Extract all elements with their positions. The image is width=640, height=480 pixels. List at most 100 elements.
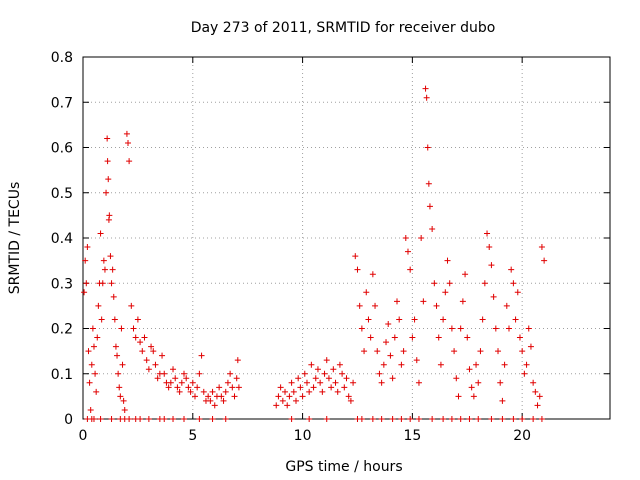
data-point	[235, 384, 242, 391]
data-point	[385, 320, 392, 327]
data-point	[387, 352, 394, 359]
data-point	[429, 225, 436, 232]
y-tick-label: 0.7	[51, 95, 73, 111]
data-point	[466, 416, 473, 422]
data-point	[191, 393, 198, 400]
data-point	[457, 416, 464, 422]
data-point	[473, 361, 480, 368]
data-point	[125, 139, 132, 146]
data-point	[350, 379, 357, 386]
data-point	[380, 361, 387, 368]
data-point	[85, 348, 92, 355]
data-point	[115, 370, 122, 377]
data-point	[98, 316, 105, 323]
data-point	[126, 158, 133, 165]
data-point	[374, 348, 381, 355]
data-point	[519, 416, 526, 422]
data-point	[194, 384, 201, 391]
data-point	[453, 375, 460, 382]
data-point	[95, 302, 102, 309]
x-tick-label: 0	[79, 428, 88, 444]
data-point	[277, 384, 284, 391]
data-point	[538, 244, 545, 251]
data-point	[134, 316, 141, 323]
data-point	[448, 416, 455, 422]
data-point	[174, 384, 181, 391]
data-point	[501, 361, 508, 368]
y-tick-label: 0	[64, 412, 73, 428]
data-point	[299, 393, 306, 400]
data-point	[200, 388, 207, 395]
y-axis-label: SRMTID / TECUs	[7, 182, 23, 295]
data-point	[345, 393, 352, 400]
data-point	[470, 393, 477, 400]
data-point	[424, 144, 431, 151]
data-point	[159, 352, 166, 359]
data-point	[222, 416, 229, 422]
data-point	[398, 416, 405, 422]
data-point	[477, 348, 484, 355]
data-point	[310, 384, 317, 391]
data-point	[425, 180, 432, 187]
data-point	[411, 316, 418, 323]
y-tick-label: 0.3	[51, 276, 73, 292]
data-point	[336, 361, 343, 368]
data-point	[104, 158, 111, 165]
data-point	[196, 416, 203, 422]
data-point	[121, 406, 128, 413]
data-point	[161, 416, 168, 422]
data-point	[286, 393, 293, 400]
data-point	[358, 416, 365, 422]
data-point	[409, 334, 416, 341]
data-point	[523, 361, 530, 368]
data-point	[352, 253, 359, 260]
data-point	[90, 416, 97, 422]
data-point	[165, 384, 172, 391]
data-point	[117, 393, 124, 400]
data-point	[541, 257, 548, 264]
data-point	[185, 384, 192, 391]
data-point	[123, 130, 130, 137]
data-point	[495, 348, 502, 355]
data-point	[181, 370, 188, 377]
data-point	[521, 370, 528, 377]
data-point	[189, 379, 196, 386]
data-point	[468, 384, 475, 391]
data-point	[407, 416, 414, 422]
data-point	[369, 271, 376, 278]
data-point	[376, 370, 383, 377]
data-point	[448, 325, 455, 332]
data-point	[339, 370, 346, 377]
data-point	[83, 280, 90, 287]
data-point	[530, 379, 537, 386]
data-point	[145, 366, 152, 373]
x-tick-label: 15	[403, 428, 421, 444]
data-point	[90, 343, 97, 350]
data-point	[207, 397, 214, 404]
data-point	[297, 384, 304, 391]
data-point	[118, 325, 125, 332]
grid	[83, 57, 610, 419]
data-point	[275, 393, 282, 400]
data-point	[301, 370, 308, 377]
data-point	[332, 379, 339, 386]
data-point	[231, 393, 238, 400]
data-point	[141, 334, 148, 341]
data-point	[205, 393, 212, 400]
data-point	[503, 302, 510, 309]
data-point	[89, 325, 96, 332]
data-point	[209, 416, 216, 422]
data-point	[459, 298, 466, 305]
x-axis: 0 5 10 15 20	[79, 57, 531, 444]
data-point	[423, 94, 430, 101]
data-point	[120, 397, 127, 404]
data-point	[328, 384, 335, 391]
data-point	[330, 366, 337, 373]
data-point	[367, 334, 374, 341]
data-point	[394, 298, 401, 305]
data-point	[325, 375, 332, 382]
data-point	[369, 416, 376, 422]
data-point	[455, 393, 462, 400]
data-points	[81, 85, 548, 422]
